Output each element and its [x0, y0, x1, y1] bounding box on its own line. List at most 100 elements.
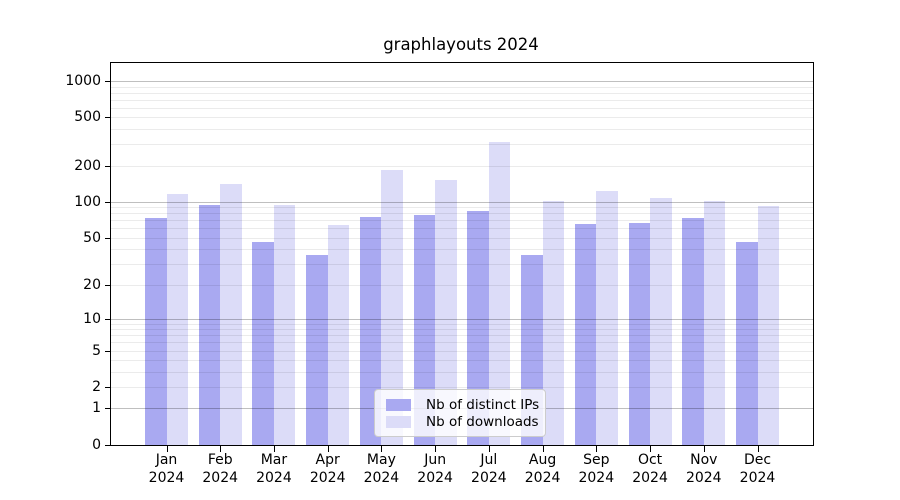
x-axis-tick	[435, 446, 437, 452]
x-axis-tick	[166, 446, 168, 452]
bar-downloads	[596, 191, 618, 445]
legend-item: Nb of distinct IPs	[386, 396, 545, 414]
x-axis-month-label: May 2024	[349, 452, 413, 487]
month-year: 2024	[739, 469, 776, 486]
x-axis-month-label: Dec 2024	[726, 452, 790, 487]
month-name: Feb	[207, 452, 233, 468]
bar-downloads	[273, 204, 296, 445]
gridline	[111, 117, 813, 119]
month-name: Jul	[480, 452, 498, 468]
x-axis-tick	[542, 446, 544, 452]
bar-distinct-ips	[574, 224, 597, 445]
month-year: 2024	[309, 469, 346, 486]
x-axis-tick	[273, 446, 275, 452]
y-axis-tick	[105, 237, 111, 239]
month-name: Oct	[637, 452, 663, 468]
bar-distinct-ips	[252, 242, 274, 445]
x-axis-tick	[488, 446, 490, 452]
gridline	[111, 249, 813, 251]
y-axis-tick	[105, 201, 111, 203]
bar-distinct-ips	[306, 254, 328, 445]
month-name: May	[366, 452, 396, 468]
bar-downloads	[435, 179, 457, 445]
bar-downloads	[650, 197, 672, 445]
y-axis-tick	[105, 165, 111, 167]
y-axis-tick	[105, 408, 111, 410]
y-axis-tick-label: 100	[74, 193, 101, 210]
gridline	[111, 237, 813, 239]
gridline	[111, 92, 813, 94]
y-axis-tick	[105, 445, 111, 446]
gridline	[111, 350, 813, 352]
y-axis-tick	[105, 318, 111, 320]
y-axis-tick	[105, 387, 111, 389]
gridline	[111, 129, 813, 131]
y-axis-tick	[105, 117, 111, 119]
bar-downloads	[488, 141, 511, 445]
y-axis-tick-label: 10	[83, 310, 101, 327]
x-axis-month-label: Oct 2024	[618, 452, 682, 487]
plot-area: 0 1 2 5 10 20 50 100 200 500 1000 Jan 2024 Feb 2024 Mar…	[65, 62, 814, 486]
gridline	[111, 284, 813, 286]
bar-downloads	[703, 201, 726, 445]
bar-downloads	[757, 206, 779, 445]
month-name: Mar	[260, 452, 288, 468]
y-axis-tick-label: 1000	[65, 73, 101, 89]
x-axis-month-label: Jul 2024	[457, 452, 521, 487]
bar-distinct-ips	[359, 216, 382, 445]
y-axis-tick-label: 500	[74, 109, 101, 126]
month-year: 2024	[685, 469, 722, 486]
x-axis-tick	[596, 446, 598, 452]
legend-swatch-distinct-ips	[386, 398, 411, 411]
legend-label: Nb of distinct IPs	[426, 396, 540, 413]
gridline	[111, 264, 813, 266]
gridline	[111, 323, 813, 325]
y-axis-tick	[105, 81, 111, 82]
gridline	[111, 81, 813, 82]
month-name: Jan	[155, 452, 178, 468]
month-name: Apr	[315, 452, 340, 468]
legend-swatch-downloads	[386, 416, 411, 429]
bar-downloads	[220, 183, 242, 445]
bar-distinct-ips	[736, 242, 758, 445]
month-year: 2024	[524, 469, 561, 486]
month-year: 2024	[578, 469, 615, 486]
x-axis-month-label: Feb 2024	[188, 452, 252, 487]
bar-distinct-ips	[682, 217, 704, 445]
month-year: 2024	[202, 469, 239, 486]
y-axis-tick-label: 5	[92, 342, 101, 359]
bar-distinct-ips	[628, 222, 651, 445]
x-axis-tick	[327, 446, 329, 452]
gridline	[111, 86, 813, 88]
x-axis-tick	[381, 446, 383, 452]
y-axis-tick	[105, 350, 111, 352]
month-name: Aug	[528, 452, 557, 468]
gridline	[111, 335, 813, 337]
bar-distinct-ips	[467, 210, 489, 445]
y-axis-tick-label: 50	[83, 229, 101, 246]
x-axis-month-label: Aug 2024	[511, 452, 575, 487]
x-axis-month-label: Jun 2024	[403, 452, 467, 487]
gridline	[111, 387, 813, 389]
gridline	[111, 201, 813, 203]
month-year: 2024	[148, 469, 185, 486]
gridline	[111, 107, 813, 109]
gridline	[111, 165, 813, 167]
gridline	[111, 342, 813, 344]
month-name: Dec	[743, 452, 772, 468]
y-axis-tick-label: 20	[83, 276, 101, 293]
month-year: 2024	[471, 469, 507, 486]
month-name: Nov	[690, 452, 718, 468]
x-axis-tick	[220, 446, 222, 452]
legend: Nb of distinct IPs Nb of downloads	[374, 389, 546, 437]
month-name: Jun	[424, 452, 447, 468]
gridline	[111, 228, 813, 230]
x-axis-tick	[650, 446, 652, 452]
y-axis-tick-label: 0	[92, 437, 101, 453]
month-year: 2024	[363, 469, 400, 486]
gridline	[111, 371, 813, 373]
legend-item: Nb of downloads	[386, 414, 545, 432]
bar-distinct-ips	[413, 215, 436, 445]
gridline	[111, 144, 813, 146]
bar-distinct-ips	[198, 205, 221, 445]
